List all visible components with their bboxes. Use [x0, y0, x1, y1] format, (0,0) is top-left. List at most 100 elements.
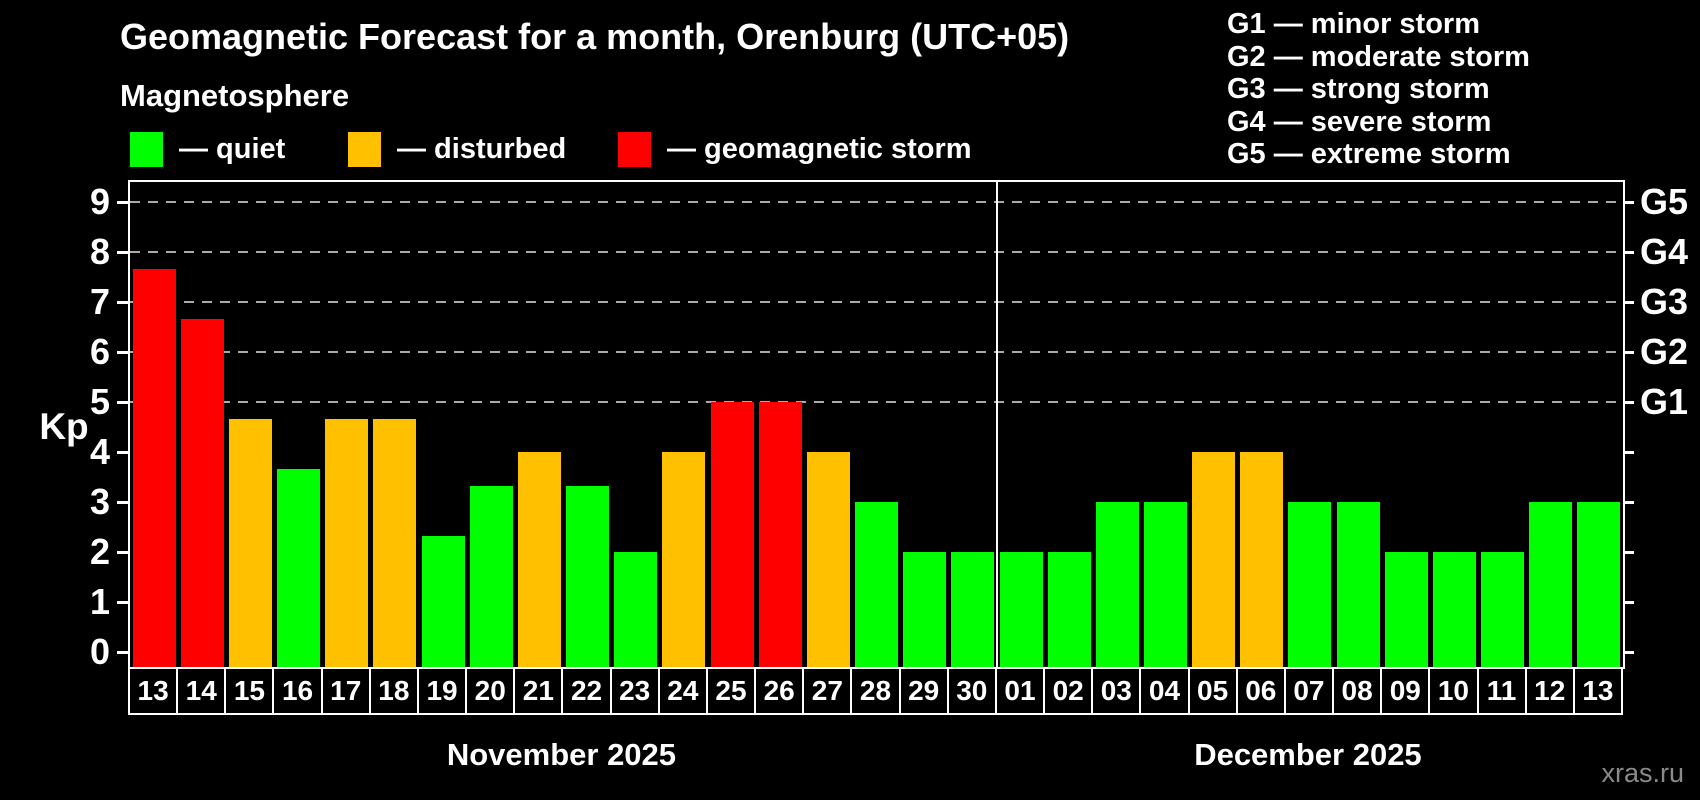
- day-box: 05: [1187, 667, 1238, 715]
- bar-day-07: [1288, 502, 1332, 667]
- bar-day-29: [903, 552, 947, 667]
- bar-day-10: [1432, 552, 1476, 667]
- day-box: 28: [850, 667, 901, 715]
- legend-label-storm: — geomagnetic storm: [667, 133, 972, 165]
- day-box: 18: [368, 667, 419, 715]
- y-axis-tick-left: [117, 500, 128, 504]
- g2-legend-line: G2 — moderate storm: [1227, 40, 1530, 73]
- y-axis-title: Kp: [39, 406, 89, 447]
- gridline-kp9: [130, 201, 1623, 203]
- day-box: 06: [1235, 667, 1286, 715]
- day-box: 13: [1572, 667, 1623, 715]
- g-scale-legend: G1 — minor storm G2 — moderate storm G3 …: [1227, 8, 1530, 171]
- gridline-kp6: [130, 351, 1623, 353]
- bar-day-22: [566, 485, 610, 667]
- day-box: 30: [946, 667, 997, 715]
- day-box: 21: [513, 667, 564, 715]
- plot-area: 0 1 2 3 4 5 6 7 8 9 G1 G2 G3 G4 G5: [90, 180, 1688, 672]
- legend-item-storm: — geomagnetic storm: [618, 131, 972, 167]
- day-box: 02: [1043, 667, 1094, 715]
- y-tick-label: 0: [89, 631, 110, 672]
- y-tick-label: 1: [89, 581, 110, 622]
- month-label: December 2025: [1194, 737, 1422, 772]
- gridline-kp7: [130, 301, 1623, 303]
- bar-day-16: [277, 468, 321, 667]
- bar-day-08: [1336, 502, 1380, 667]
- day-box: 15: [224, 667, 275, 715]
- bar-day-13: [132, 268, 176, 667]
- y-axis-tick-right: [1623, 250, 1634, 254]
- y-tick-label: 4: [89, 431, 110, 472]
- day-box: 04: [1139, 667, 1190, 715]
- x-axis-day-labels: 13 14 15 16 17 18 19 20 21 22 23 24 25 26 27 28 29 30 01 02…: [128, 667, 1628, 715]
- y-axis-tick-right: [1623, 650, 1634, 654]
- y-axis-tick-right: [1623, 300, 1634, 304]
- y-axis-tick-left: [117, 400, 128, 404]
- chart-title: Geomagnetic Forecast for a month, Orenbu…: [120, 16, 1070, 57]
- y-axis-tick-left: [117, 650, 128, 654]
- bar-day-04: [1143, 502, 1187, 667]
- bar-day-11: [1481, 552, 1525, 667]
- day-box: 25: [705, 667, 757, 715]
- bar-day-20: [469, 485, 513, 667]
- day-box: 03: [1091, 667, 1142, 715]
- bar-day-12: [1529, 502, 1573, 667]
- day-box: 29: [898, 667, 949, 715]
- day-box: 07: [1283, 667, 1335, 715]
- g-scale-label-G2: G2: [1640, 331, 1689, 372]
- y-axis-tick-left: [117, 550, 128, 554]
- day-box: 13: [128, 667, 179, 715]
- bar-day-03: [1095, 502, 1139, 667]
- disturbed-swatch-icon: [348, 131, 381, 167]
- bar-day-27: [806, 452, 850, 667]
- legend-label-disturbed: — disturbed: [397, 133, 567, 165]
- bar-day-09: [1384, 552, 1428, 667]
- y-axis-tick-right: [1623, 500, 1634, 504]
- g-scale-label-G3: G3: [1640, 281, 1689, 322]
- day-box: 08: [1332, 667, 1383, 715]
- day-box: 20: [465, 667, 516, 715]
- g-scale-label-G4: G4: [1640, 231, 1689, 272]
- day-box: 01: [994, 667, 1046, 715]
- bar-day-26: [758, 402, 802, 667]
- bar-day-18: [373, 418, 417, 667]
- y-tick-label: 2: [89, 531, 110, 572]
- day-box: 27: [802, 667, 853, 715]
- g-scale-label-G5: G5: [1640, 181, 1689, 222]
- bar-day-06: [1240, 452, 1284, 667]
- y-tick-label: 8: [89, 231, 110, 272]
- legend-item-quiet: — quiet: [130, 131, 285, 167]
- watermark: xras.ru: [1601, 758, 1684, 788]
- y-axis-tick-right: [1623, 600, 1634, 604]
- legend-item-disturbed: — disturbed: [348, 131, 566, 167]
- y-tick-label: 9: [89, 181, 110, 222]
- bar-day-25: [710, 402, 754, 667]
- y-axis-tick-right: [1623, 550, 1634, 554]
- month-label: November 2025: [446, 737, 677, 772]
- bar-day-05: [1192, 452, 1236, 667]
- y-tick-label: 7: [89, 281, 110, 322]
- day-box: 22: [561, 667, 612, 715]
- day-box: 16: [272, 667, 323, 715]
- bar-day-15: [228, 418, 272, 667]
- bar-day-01: [999, 552, 1043, 667]
- bar-day-28: [855, 502, 899, 667]
- day-box: 09: [1380, 667, 1431, 715]
- g4-legend-line: G4 — severe storm: [1227, 105, 1492, 138]
- gridline-kp8: [130, 251, 1623, 253]
- y-tick-label: 3: [89, 481, 110, 522]
- bar-day-17: [325, 418, 369, 667]
- quiet-swatch-icon: [130, 131, 163, 167]
- legend-label-quiet: — quiet: [179, 133, 286, 165]
- bar-day-23: [614, 552, 658, 667]
- day-box: 11: [1476, 667, 1527, 715]
- g5-legend-line: G5 — extreme storm: [1227, 138, 1511, 170]
- g-scale-label-G1: G1: [1640, 381, 1689, 422]
- month-separator: [995, 182, 998, 667]
- storm-swatch-icon: [618, 131, 651, 167]
- day-box: 14: [176, 667, 227, 715]
- month-labels: November 2025 December 2025: [0, 737, 1700, 777]
- y-axis-tick-left: [117, 250, 128, 254]
- y-axis-tick-right: [1623, 450, 1634, 454]
